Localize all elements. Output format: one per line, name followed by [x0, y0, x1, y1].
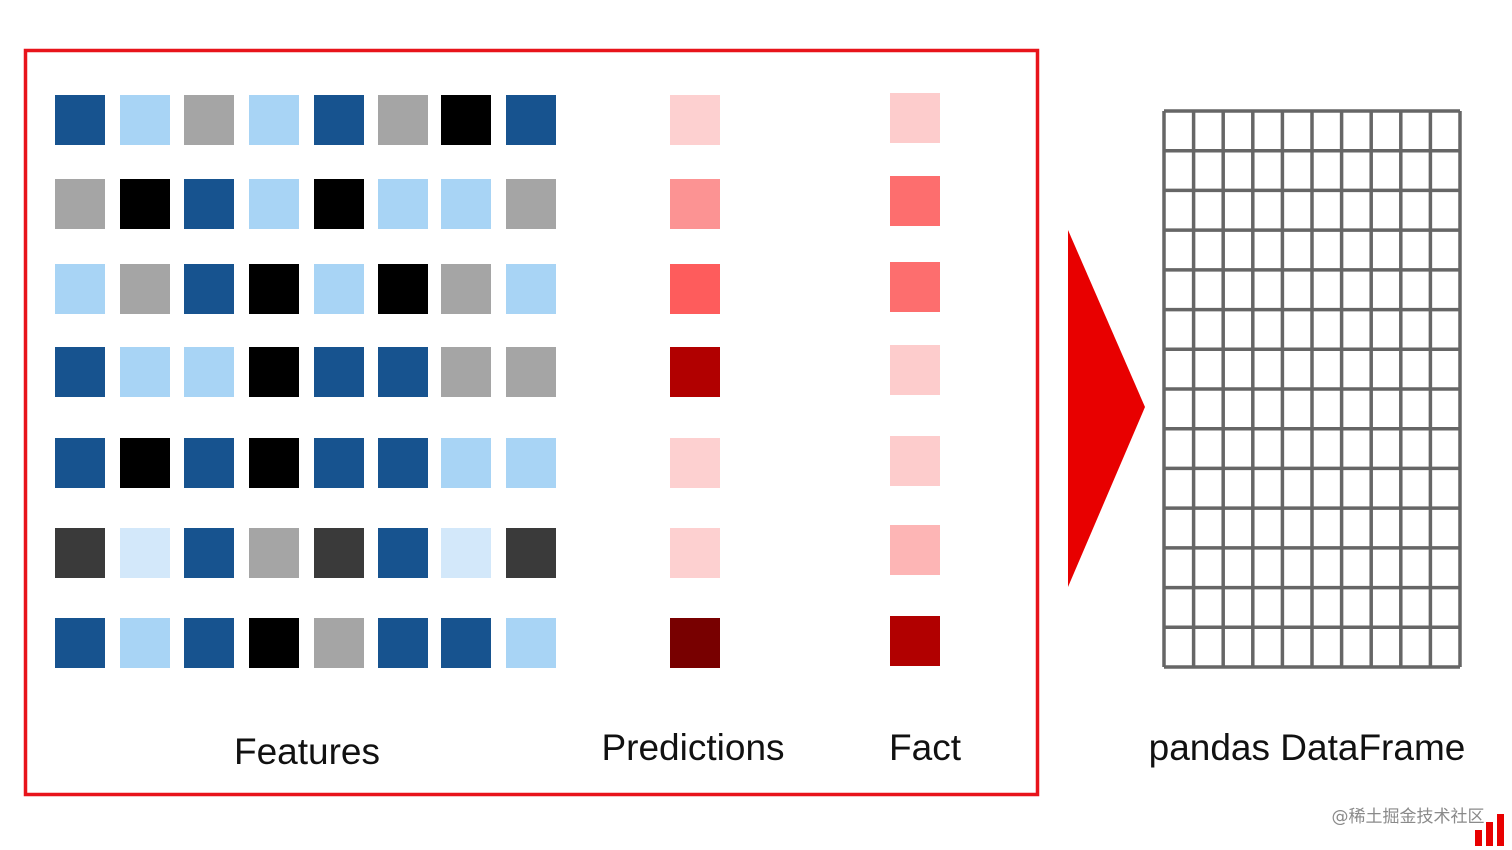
prediction-cell	[670, 528, 720, 578]
feature-cell	[506, 347, 556, 397]
feature-cell	[55, 347, 105, 397]
fact-cell	[890, 525, 940, 575]
feature-cell	[249, 95, 299, 145]
feature-cell	[314, 618, 364, 668]
feature-cell	[184, 179, 234, 229]
prediction-cell	[670, 347, 720, 397]
feature-cell	[506, 438, 556, 488]
feature-cell	[55, 528, 105, 578]
feature-cell	[378, 618, 428, 668]
feature-cell	[120, 264, 170, 314]
feature-cell	[506, 618, 556, 668]
feature-cell	[249, 347, 299, 397]
feature-cell	[441, 438, 491, 488]
feature-cell	[120, 618, 170, 668]
feature-cell	[120, 95, 170, 145]
feature-cell	[249, 264, 299, 314]
fact-cell	[890, 616, 940, 666]
feature-cell	[506, 95, 556, 145]
feature-cell	[184, 618, 234, 668]
prediction-cell	[670, 618, 720, 668]
prediction-cell	[670, 264, 720, 314]
features-label: Features	[234, 731, 380, 772]
feature-cell	[378, 347, 428, 397]
feature-cell	[441, 618, 491, 668]
feature-cell	[314, 347, 364, 397]
feature-cell	[120, 179, 170, 229]
prediction-cell	[670, 179, 720, 229]
feature-cell	[314, 95, 364, 145]
feature-cell	[249, 528, 299, 578]
feature-cell	[378, 264, 428, 314]
features-grid	[55, 95, 556, 668]
feature-cell	[184, 438, 234, 488]
fact-label: Fact	[889, 727, 962, 768]
feature-cell	[506, 179, 556, 229]
feature-cell	[184, 347, 234, 397]
feature-cell	[314, 179, 364, 229]
fact-column	[890, 93, 940, 666]
predictions-column	[670, 95, 720, 668]
feature-cell	[120, 347, 170, 397]
feature-cell	[55, 438, 105, 488]
fact-cell	[890, 436, 940, 486]
feature-cell	[249, 618, 299, 668]
feature-cell	[314, 528, 364, 578]
feature-cell	[249, 438, 299, 488]
predictions-label: Predictions	[601, 727, 784, 768]
feature-cell	[314, 264, 364, 314]
feature-cell	[55, 95, 105, 145]
feature-cell	[506, 264, 556, 314]
feature-cell	[55, 179, 105, 229]
arrow	[1068, 230, 1145, 587]
fact-cell	[890, 345, 940, 395]
frame	[23, 48, 1040, 797]
feature-cell	[184, 264, 234, 314]
feature-cell	[441, 528, 491, 578]
feature-cell	[120, 528, 170, 578]
feature-cell	[441, 179, 491, 229]
logo	[1475, 814, 1504, 846]
feature-cell	[441, 347, 491, 397]
feature-cell	[55, 264, 105, 314]
prediction-cell	[670, 438, 720, 488]
feature-cell	[378, 528, 428, 578]
fact-cell	[890, 262, 940, 312]
fact-cell	[890, 93, 940, 143]
feature-cell	[249, 179, 299, 229]
feature-cell	[314, 438, 364, 488]
feature-cell	[55, 618, 105, 668]
fact-cell	[890, 176, 940, 226]
feature-cell	[441, 264, 491, 314]
dataframe-label: pandas DataFrame	[1149, 727, 1466, 768]
prediction-cell	[670, 95, 720, 145]
feature-cell	[378, 179, 428, 229]
feature-cell	[441, 95, 491, 145]
feature-cell	[378, 438, 428, 488]
feature-cell	[184, 95, 234, 145]
feature-cell	[184, 528, 234, 578]
feature-cell	[120, 438, 170, 488]
feature-cell	[378, 95, 428, 145]
watermark: @稀土掘金技术社区	[1332, 807, 1485, 827]
dataframe-grid	[1162, 109, 1462, 669]
feature-cell	[506, 528, 556, 578]
